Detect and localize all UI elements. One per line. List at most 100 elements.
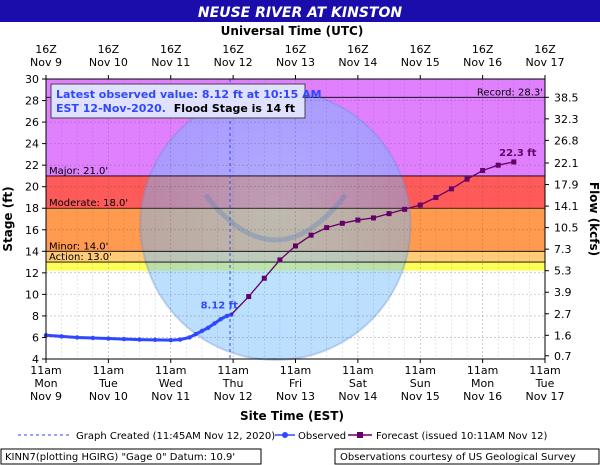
threshold-label-moderate: Moderate: 18.0' [49,198,128,209]
observed-point [121,336,127,342]
forecast-point [246,294,252,300]
x-tick-date: Nov 10 [89,390,128,403]
observed-point [205,325,211,330]
svg-text:EST 12-Nov-2020. Flood S: EST 12-Nov-2020. Flood Stage is 14 ft [56,102,295,115]
x-tick-time: 11am [217,364,248,377]
observed-point [106,336,111,341]
forecast-point [261,275,267,281]
x-tick-date: Nov 17 [526,390,565,403]
top-tick-time: 16Z [472,43,494,56]
x-axis-title: Site Time (EST) [240,409,344,423]
y-tick-label: 16 [25,224,39,237]
top-tick-date: Nov 11 [151,56,190,69]
forecast-value-label: 22.3 ft [499,148,537,159]
top-tick-date: Nov 10 [89,56,128,69]
x-tick-day: Sun [410,377,431,390]
chart-title: NEUSE RIVER AT KINSTON [198,5,402,21]
top-tick-date: Nov 16 [463,56,502,69]
top-tick-time: 16Z [160,43,182,56]
x-tick-day: Fri [289,377,302,390]
forecast-point [370,215,376,221]
legend-forecast: Forecast (issued 10:11AM Nov 12) [376,431,547,442]
noaa-logo-disc [140,90,411,360]
y2-axis-title: Flow (kcfs) [587,182,600,256]
observed-point [90,335,95,341]
threshold-label-major: Major: 21.0' [49,166,108,177]
y-tick-label: 18 [25,202,39,215]
forecast-point [464,176,470,182]
x-tick-date: Nov 15 [401,390,440,403]
x-tick-time: 11am [529,364,560,377]
threshold-label-record: Record: 28.3' [477,87,543,98]
x-tick-time: 11am [93,364,124,377]
y-tick-label: 22 [25,159,39,172]
courtesy-text: Observations courtesy of US Geological S… [340,452,576,463]
x-tick-date: Nov 13 [276,390,315,403]
courtesy-box [334,448,600,465]
y2-tick-label: 17.9 [554,179,579,192]
top-tick-date: Nov 13 [276,56,315,69]
observed-point [177,337,183,342]
latest-value-box: Latest observed value: 8.12 ft at 10:15 … [50,83,322,119]
observed-point [168,337,173,343]
y2-tick-label: 14.1 [554,200,579,213]
forecast-point [293,243,298,249]
top-tick-time: 16Z [98,43,120,56]
top-tick-time: 16Z [35,43,57,56]
y2-tick-label: 2.7 [554,308,572,321]
top-tick-date: Nov 9 [30,56,62,69]
top-tick-date: Nov 14 [338,56,377,69]
y2-tick-label: 32.3 [554,113,579,126]
forecast-point [386,211,392,217]
y-tick-label: 10 [25,288,39,301]
top-tick-date: Nov 15 [401,56,440,69]
top-axis-title: Universal Time (UTC) [221,24,364,38]
x-tick-day: Mon [34,377,57,390]
forecast-point [417,202,423,208]
title-bar [0,0,600,22]
x-tick-day: Tue [98,377,118,390]
observed-point [74,335,80,340]
y2-tick-label: 0.7 [554,350,572,363]
x-tick-day: Tue [535,377,555,390]
x-tick-day: Mon [471,377,494,390]
x-tick-time: 11am [467,364,498,377]
legend: Graph Created (11:45AM Nov 12, 2020) Obs… [18,431,547,442]
forecast-point [511,159,517,165]
x-tick-date: Nov 14 [338,390,377,403]
top-tick-time: 16Z [409,43,431,56]
top-tick-date: Nov 17 [526,56,565,69]
y2-tick-label: 26.8 [554,134,579,147]
y2-tick-label: 22.1 [554,157,579,170]
forecast-point [324,225,330,231]
observed-point [224,313,230,319]
noaa-watermark [139,89,412,361]
y-tick-label: 26 [25,116,39,129]
y-tick-label: 28 [25,95,39,108]
legend-graph-created: Graph Created (11:45AM Nov 12, 2020) [76,431,275,442]
y-tick-label: 8 [32,310,39,323]
y-axis-title: Stage (ft) [1,186,15,251]
x-tick-date: Nov 9 [30,390,62,403]
y-tick-label: 24 [25,138,39,151]
observed-point [218,316,223,322]
forecast-point [448,186,454,192]
forecast-point [495,162,501,168]
y-tick-label: 12 [25,267,39,280]
y-tick-label: 20 [25,181,39,194]
x-tick-time: 11am [155,364,186,377]
x-tick-date: Nov 16 [463,390,502,403]
y-tick-label: 14 [25,245,39,258]
threshold-label-action: Action: 13.0' [49,252,112,263]
observed-point [59,334,64,339]
noaa-gull-icon [203,193,348,243]
x-tick-time: 11am [280,364,311,377]
top-tick-time: 16Z [285,43,307,56]
series: 8.12 ft 22.3 ft [43,79,537,359]
top-tick-date: Nov 12 [214,56,253,69]
x-tick-time: 11am [342,364,373,377]
forecast-point [277,257,283,263]
x-tick-time: 11am [405,364,436,377]
station-info-box [0,448,262,465]
